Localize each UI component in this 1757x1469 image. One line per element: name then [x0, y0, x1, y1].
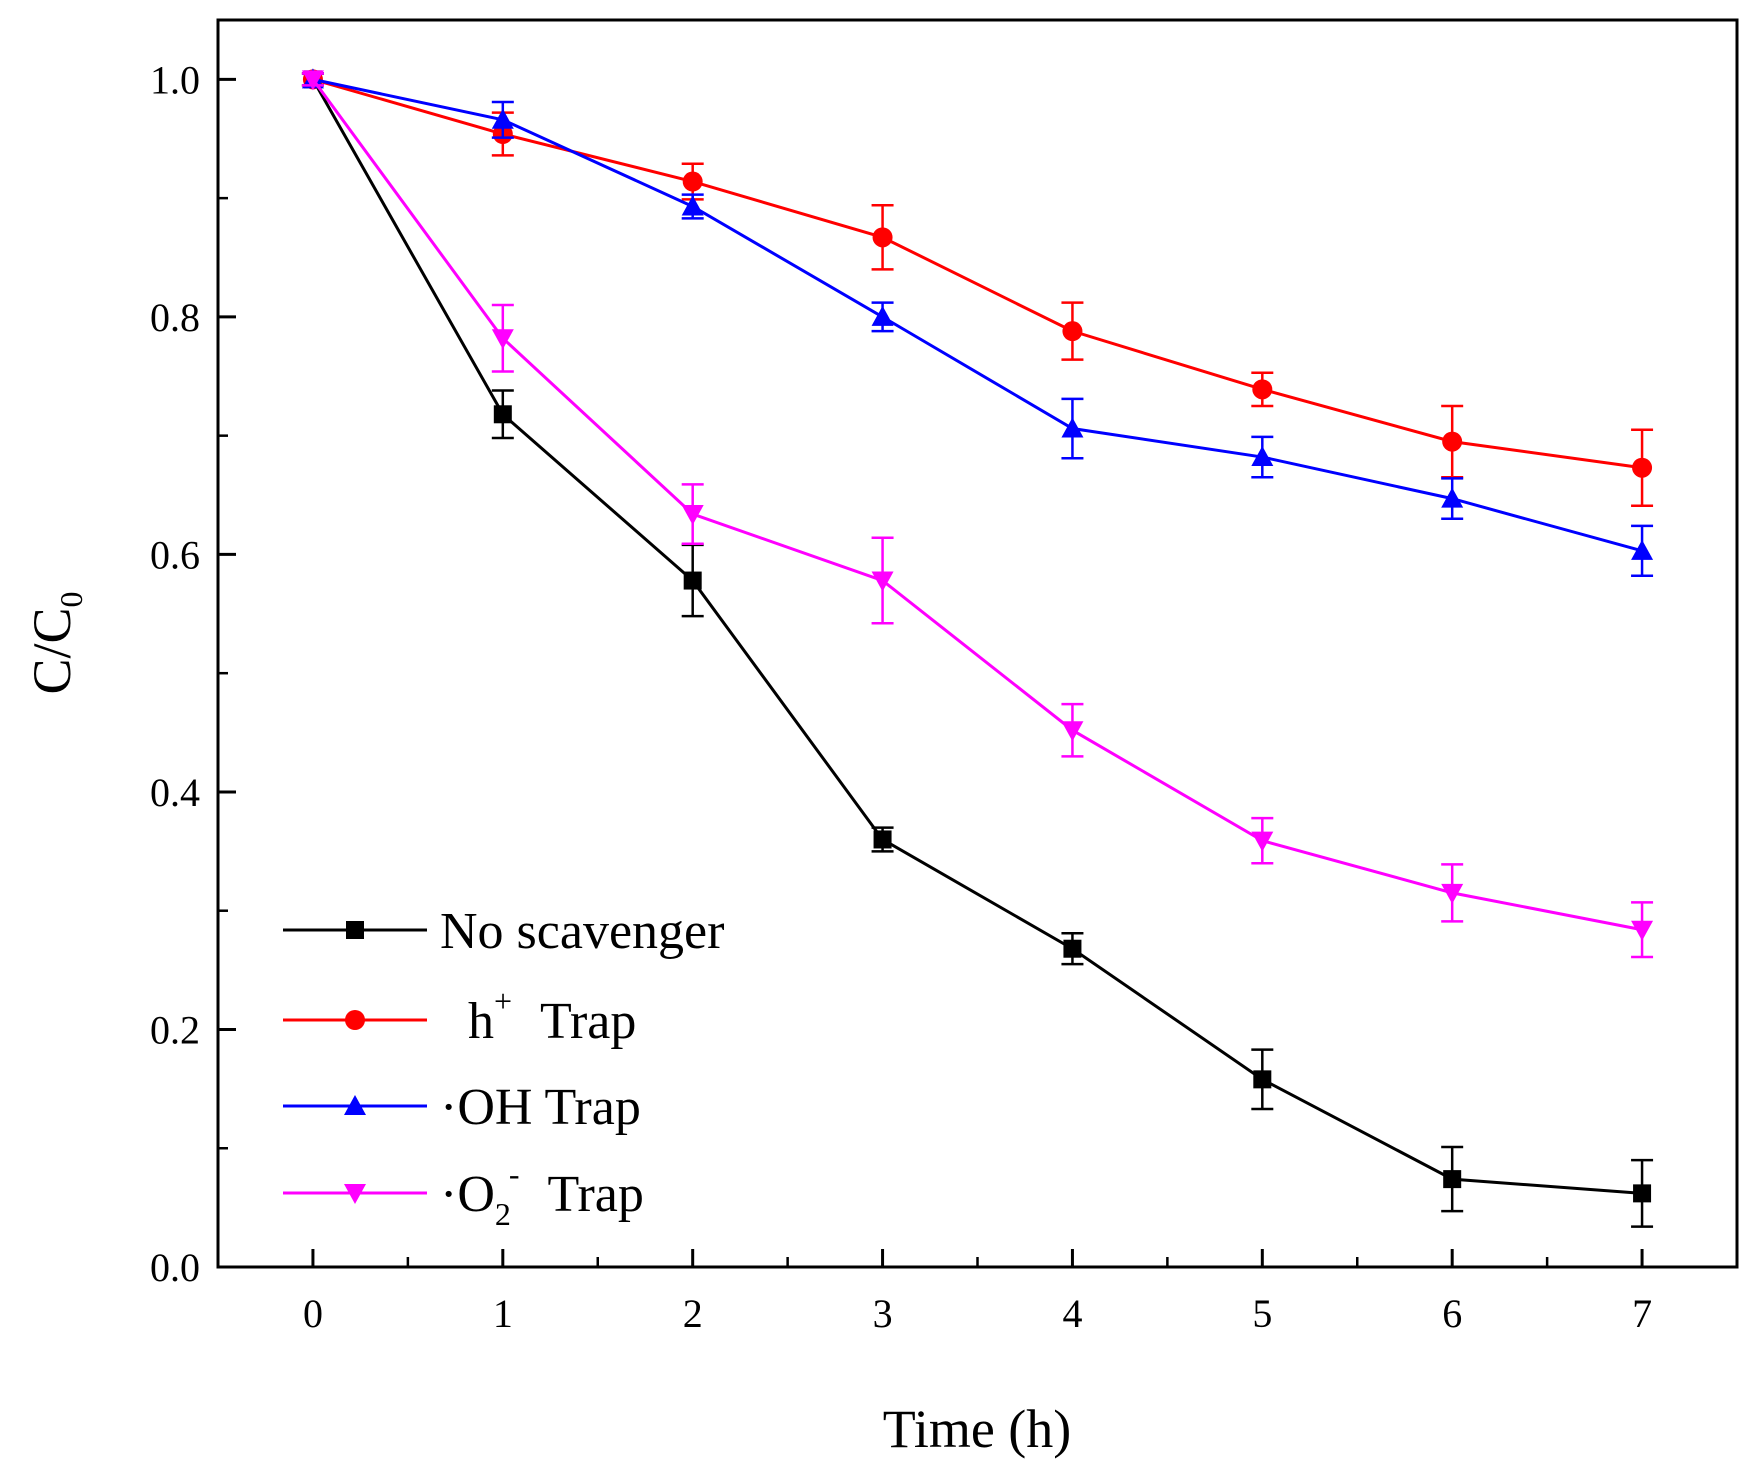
- x-tick-label: 6: [1442, 1291, 1462, 1336]
- y-axis-title-sub: 0: [53, 591, 89, 607]
- y-tick-label: 0.6: [150, 532, 200, 577]
- marker-triangle-down: [1631, 920, 1654, 941]
- marker-square: [1253, 1070, 1272, 1089]
- marker-triangle-down: [1251, 831, 1274, 852]
- marker-triangle-down: [301, 70, 324, 91]
- y-tick-label: 0.2: [150, 1007, 200, 1052]
- series-line: [311, 78, 1643, 932]
- marker-circle: [1442, 431, 1463, 452]
- legend-item-1: h+ Trap: [283, 983, 636, 1050]
- marker-square: [873, 830, 892, 849]
- x-tick-label: 4: [1062, 1291, 1082, 1336]
- y-axis-title: C/C0: [22, 591, 89, 694]
- series-0: [301, 70, 1654, 1228]
- series-line: [312, 77, 1643, 553]
- series-line: [312, 77, 1643, 470]
- marker-square: [493, 405, 512, 424]
- marker-circle: [1252, 379, 1273, 400]
- legend-label-rest: Trap: [540, 993, 636, 1050]
- legend-label-sub: 2: [495, 1196, 511, 1232]
- marker-circle: [345, 1010, 365, 1030]
- marker-triangle-down: [344, 1184, 366, 1204]
- marker-triangle-down: [1441, 883, 1464, 904]
- marker-square: [683, 571, 702, 590]
- legend-label-rest: Trap: [548, 1166, 644, 1223]
- x-tick-label: 1: [493, 1291, 513, 1336]
- legend-item-0: No scavenger: [283, 903, 724, 960]
- marker-triangle-up: [1441, 487, 1464, 508]
- marker-square: [1443, 1170, 1462, 1189]
- series-2: [301, 68, 1654, 578]
- legend-item-3: ·O2 - Trap: [283, 1156, 644, 1232]
- legend-label: No scavenger: [440, 903, 724, 960]
- x-tick-label: 2: [683, 1291, 703, 1336]
- marker-triangle-up: [1631, 539, 1654, 560]
- marker-square: [1063, 939, 1082, 958]
- x-tick-label: 3: [873, 1291, 893, 1336]
- marker-circle: [872, 227, 893, 248]
- series-line: [311, 78, 1643, 1195]
- series-layer: [301, 68, 1654, 1228]
- x-axis-title: Time (h): [883, 1399, 1072, 1459]
- marker-triangle-up: [871, 305, 894, 326]
- series-3: [301, 70, 1654, 959]
- marker-circle: [682, 171, 703, 192]
- marker-triangle-up: [1251, 446, 1274, 467]
- marker-triangle-up: [681, 195, 704, 216]
- legend-label-main: ·OH Trap: [440, 1079, 641, 1136]
- legend-label-sup: +: [494, 983, 512, 1019]
- marker-triangle-up: [344, 1095, 366, 1115]
- y-tick-label: 0.4: [150, 770, 200, 815]
- legend-label: ·OH Trap: [440, 1079, 641, 1136]
- y-tick-label: 1.0: [150, 57, 200, 102]
- x-tick-label: 7: [1632, 1291, 1652, 1336]
- y-tick-label: 0.8: [150, 295, 200, 340]
- marker-triangle-down: [871, 571, 894, 592]
- legend-item-2: ·OH Trap: [283, 1079, 641, 1136]
- marker-triangle-up: [491, 108, 514, 129]
- marker-triangle-down: [681, 505, 704, 526]
- marker-circle: [1062, 321, 1083, 342]
- legend-label: h+ Trap: [468, 983, 636, 1050]
- legend-label-main: ·O: [440, 1166, 495, 1223]
- marker-triangle-down: [1061, 721, 1084, 742]
- series-1: [301, 69, 1654, 507]
- marker-triangle-down: [491, 329, 514, 350]
- x-tick-label: 0: [303, 1291, 323, 1336]
- y-tick-label: 0.0: [150, 1245, 200, 1290]
- legend-label-main: h: [468, 993, 494, 1050]
- y-axis-title-main: C/C: [22, 607, 82, 694]
- marker-circle: [1632, 457, 1653, 478]
- legend-label-sup: -: [509, 1156, 520, 1192]
- marker-square: [346, 921, 364, 939]
- x-tick-label: 5: [1252, 1291, 1272, 1336]
- legend-label: ·O2 - Trap: [440, 1156, 644, 1232]
- legend-label-main: No scavenger: [440, 903, 724, 960]
- svg-text:C/C0: C/C0: [22, 591, 89, 694]
- marker-square: [1633, 1184, 1652, 1203]
- marker-triangle-up: [1061, 417, 1084, 438]
- ticks-layer: 0 1 2 3 4 5 6 7 0.0 0.2 0.4 0.6 0.8 1.0: [150, 57, 1652, 1336]
